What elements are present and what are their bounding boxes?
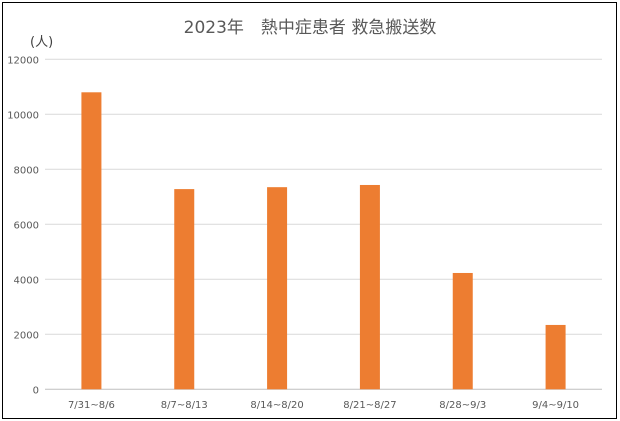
bar [545, 324, 566, 390]
y-tick-label: 6000 [14, 220, 39, 231]
bar [174, 189, 195, 390]
y-tick-label: 4000 [14, 275, 39, 286]
y-axis-unit: (人) [30, 35, 53, 50]
y-tick-label: 0 [33, 385, 39, 396]
x-tick-label: 8/28~9/3 [439, 400, 486, 411]
bar [267, 187, 288, 390]
x-tick-label: 7/31~8/6 [68, 400, 115, 411]
x-tick-label: 8/14~8/20 [250, 400, 303, 411]
y-tick-label: 2000 [14, 330, 39, 341]
bar [359, 184, 380, 390]
x-tick-label: 8/7~8/13 [161, 400, 208, 411]
y-tick-label: 10000 [7, 110, 39, 121]
bar [81, 92, 102, 390]
x-tick-label: 8/21~8/27 [343, 400, 396, 411]
chart-title: 2023年 熱中症患者 救急搬送数 [184, 18, 437, 38]
y-tick-label: 8000 [14, 165, 39, 176]
y-tick-label: 12000 [7, 55, 39, 66]
bar [452, 272, 473, 390]
x-tick-label: 9/4~9/10 [532, 400, 579, 411]
